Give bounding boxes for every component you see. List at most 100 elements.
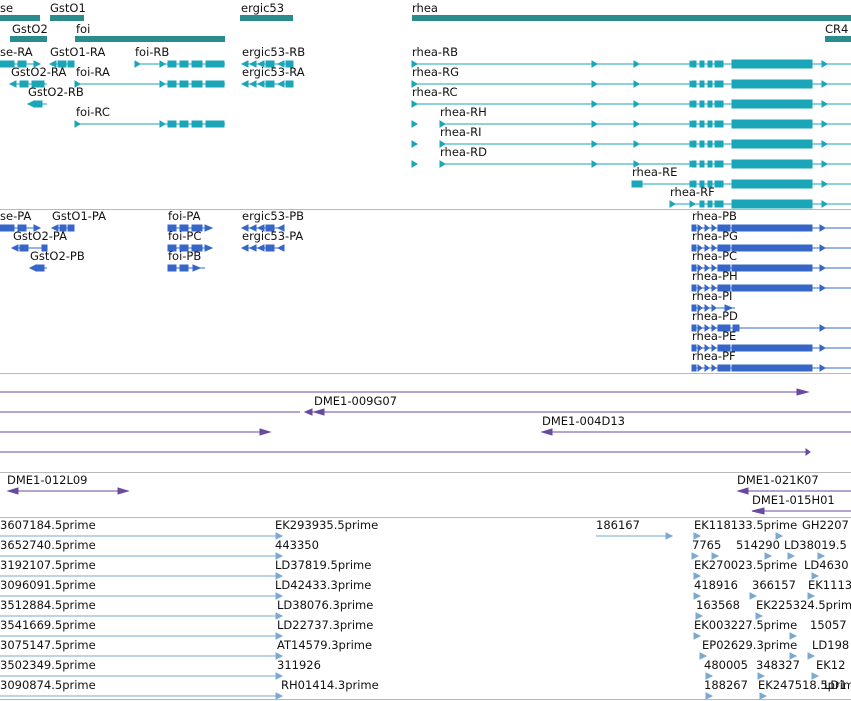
protein-label[interactable]: ergic53-PA bbox=[242, 229, 304, 243]
gene-GstO2-glyph[interactable] bbox=[10, 36, 47, 42]
est-label[interactable]: EK12 bbox=[816, 658, 846, 672]
est-label[interactable]: EK1113 bbox=[808, 578, 851, 592]
protein-label[interactable]: GstO1-PA bbox=[52, 209, 106, 223]
protein-label[interactable]: rhea-PF bbox=[692, 349, 736, 363]
protein-label[interactable]: foi-PC bbox=[168, 229, 202, 243]
est-label[interactable]: EK270023.5prime bbox=[694, 558, 798, 572]
est-label[interactable]: EK293935.5prime bbox=[275, 518, 379, 532]
clone-label[interactable]: DME1-004D13 bbox=[542, 414, 625, 428]
est-label[interactable]: 15057 bbox=[810, 618, 847, 632]
est-label[interactable]: EK003227.5prime bbox=[694, 618, 798, 632]
transcript-label[interactable]: rhea-RG bbox=[412, 65, 459, 79]
protein-label[interactable]: rhea-PC bbox=[692, 249, 738, 263]
transcript-label[interactable]: rhea-RF bbox=[670, 185, 715, 199]
protein-label[interactable]: se-PA bbox=[0, 209, 32, 223]
transcript-label[interactable]: rhea-RE bbox=[632, 165, 678, 179]
est-label[interactable]: 418916 bbox=[694, 578, 738, 592]
transcript-label[interactable]: se-RA bbox=[0, 45, 33, 59]
est-label[interactable]: EK225324.5prime bbox=[756, 598, 851, 612]
est-label[interactable]: 348327 bbox=[756, 658, 800, 672]
est-label[interactable]: 3096091.5prime bbox=[0, 578, 96, 592]
gene-label[interactable]: GstO2 bbox=[12, 22, 48, 36]
track-separator bbox=[0, 517, 851, 518]
gene-label[interactable]: foi bbox=[76, 22, 91, 36]
est-label[interactable]: 3502349.5prime bbox=[0, 658, 96, 672]
transcript-label[interactable]: rhea-RD bbox=[440, 145, 487, 159]
clone-label[interactable]: DME1-012L09 bbox=[7, 473, 88, 487]
transcript-label[interactable]: rhea-RI bbox=[440, 125, 482, 139]
gene-se-glyph[interactable] bbox=[0, 15, 40, 21]
protein-label[interactable]: rhea-PG bbox=[692, 229, 738, 243]
protein-label[interactable]: foi-PA bbox=[168, 209, 201, 223]
est-label[interactable]: 7765 bbox=[692, 538, 722, 552]
clone-label[interactable]: DME1-015H01 bbox=[752, 493, 835, 507]
gene-label[interactable]: rhea bbox=[412, 1, 438, 15]
est-label[interactable]: EK118133.5prime bbox=[694, 518, 798, 532]
est-label[interactable]: LD42433.3prime bbox=[275, 578, 372, 592]
protein-label[interactable]: GstO2-PA bbox=[13, 229, 67, 243]
gene-label[interactable]: ergic53 bbox=[241, 1, 285, 15]
est-label[interactable]: LD37819.5prime bbox=[275, 558, 372, 572]
track-separator bbox=[0, 699, 851, 700]
gene-label[interactable]: se bbox=[0, 1, 14, 15]
transcript-label[interactable]: GstO2-RB bbox=[28, 85, 84, 99]
gene-label[interactable]: GstO1 bbox=[50, 1, 86, 15]
est-label[interactable]: 188267 bbox=[704, 678, 748, 692]
transcript-label[interactable]: foi-RA bbox=[76, 65, 110, 79]
protein-label[interactable]: rhea-PI bbox=[692, 289, 733, 303]
transcript-label[interactable]: GstO2-RA bbox=[11, 65, 67, 79]
transcript-label[interactable]: ergic53-RB bbox=[242, 45, 306, 59]
gene-GstO1-glyph[interactable] bbox=[50, 15, 84, 21]
est-label[interactable]: 311926 bbox=[277, 658, 321, 672]
est-label[interactable]: EP02629.3prime bbox=[702, 638, 798, 652]
protein-label[interactable]: rhea-PD bbox=[692, 309, 738, 323]
protein-track bbox=[0, 224, 851, 372]
est-label[interactable]: LD22737.3prime bbox=[277, 618, 374, 632]
est-label[interactable]: LD38076.3prime bbox=[277, 598, 374, 612]
transcript-label[interactable]: GstO1-RA bbox=[50, 45, 106, 59]
est-label[interactable]: LD1 bbox=[824, 678, 847, 692]
est-label[interactable]: GH2207 bbox=[802, 518, 849, 532]
est-label[interactable]: 443350 bbox=[275, 538, 319, 552]
transcript-label[interactable]: foi-RC bbox=[76, 105, 110, 119]
est-label[interactable]: AT14579.3prime bbox=[277, 638, 373, 652]
est-label[interactable]: 3192107.5prime bbox=[0, 558, 96, 572]
protein-label[interactable]: rhea-PB bbox=[692, 209, 737, 223]
protein-label[interactable]: foi-PB bbox=[168, 249, 202, 263]
protein-label[interactable]: rhea-PH bbox=[692, 269, 738, 283]
est-label[interactable]: RH01414.3prime bbox=[281, 678, 379, 692]
est-label[interactable]: 3607184.5prime bbox=[0, 518, 96, 532]
clone-label[interactable]: DME1-009G07 bbox=[314, 394, 398, 408]
track-separator bbox=[0, 373, 851, 374]
protein-label[interactable]: rhea-PE bbox=[692, 329, 737, 343]
gene-label[interactable]: CR4 bbox=[825, 22, 849, 36]
est-label[interactable]: 3512884.5prime bbox=[0, 598, 96, 612]
est-label[interactable]: LD198 bbox=[812, 638, 850, 652]
protein-label[interactable]: GstO2-PB bbox=[30, 249, 85, 263]
est-label[interactable]: 186167 bbox=[596, 518, 640, 532]
est-label[interactable]: 3075147.5prime bbox=[0, 638, 96, 652]
est-label[interactable]: 480005 bbox=[704, 658, 748, 672]
est-label[interactable]: 163568 bbox=[696, 598, 740, 612]
transcript-label[interactable]: rhea-RH bbox=[440, 105, 487, 119]
protein-label[interactable]: ergic53-PB bbox=[242, 209, 305, 223]
clone-label[interactable]: DME1-021K07 bbox=[737, 473, 819, 487]
transcript-label[interactable]: rhea-RC bbox=[412, 85, 458, 99]
gene-foi-glyph[interactable] bbox=[75, 36, 225, 42]
est-label[interactable]: 3090874.5prime bbox=[0, 678, 96, 692]
est-label[interactable]: LD38019.5 bbox=[784, 538, 847, 552]
est-label[interactable]: 514290 bbox=[736, 538, 780, 552]
est-label[interactable]: LD4630 bbox=[804, 558, 849, 572]
transcript-label[interactable]: ergic53-RA bbox=[242, 65, 305, 79]
gene-CR4-glyph[interactable] bbox=[825, 36, 851, 42]
est-label[interactable]: 366157 bbox=[752, 578, 796, 592]
est-label[interactable]: 3541669.5prime bbox=[0, 618, 96, 632]
est-label[interactable]: 3652740.5prime bbox=[0, 538, 96, 552]
transcript-label[interactable]: foi-RB bbox=[135, 45, 170, 59]
gene-rhea-glyph[interactable] bbox=[412, 15, 851, 21]
est-label[interactable]: EK247518.5prime bbox=[758, 678, 851, 692]
track-separator bbox=[0, 209, 851, 210]
transcript-label[interactable]: rhea-RB bbox=[412, 45, 458, 59]
gene-ergic53-glyph[interactable] bbox=[240, 15, 293, 21]
